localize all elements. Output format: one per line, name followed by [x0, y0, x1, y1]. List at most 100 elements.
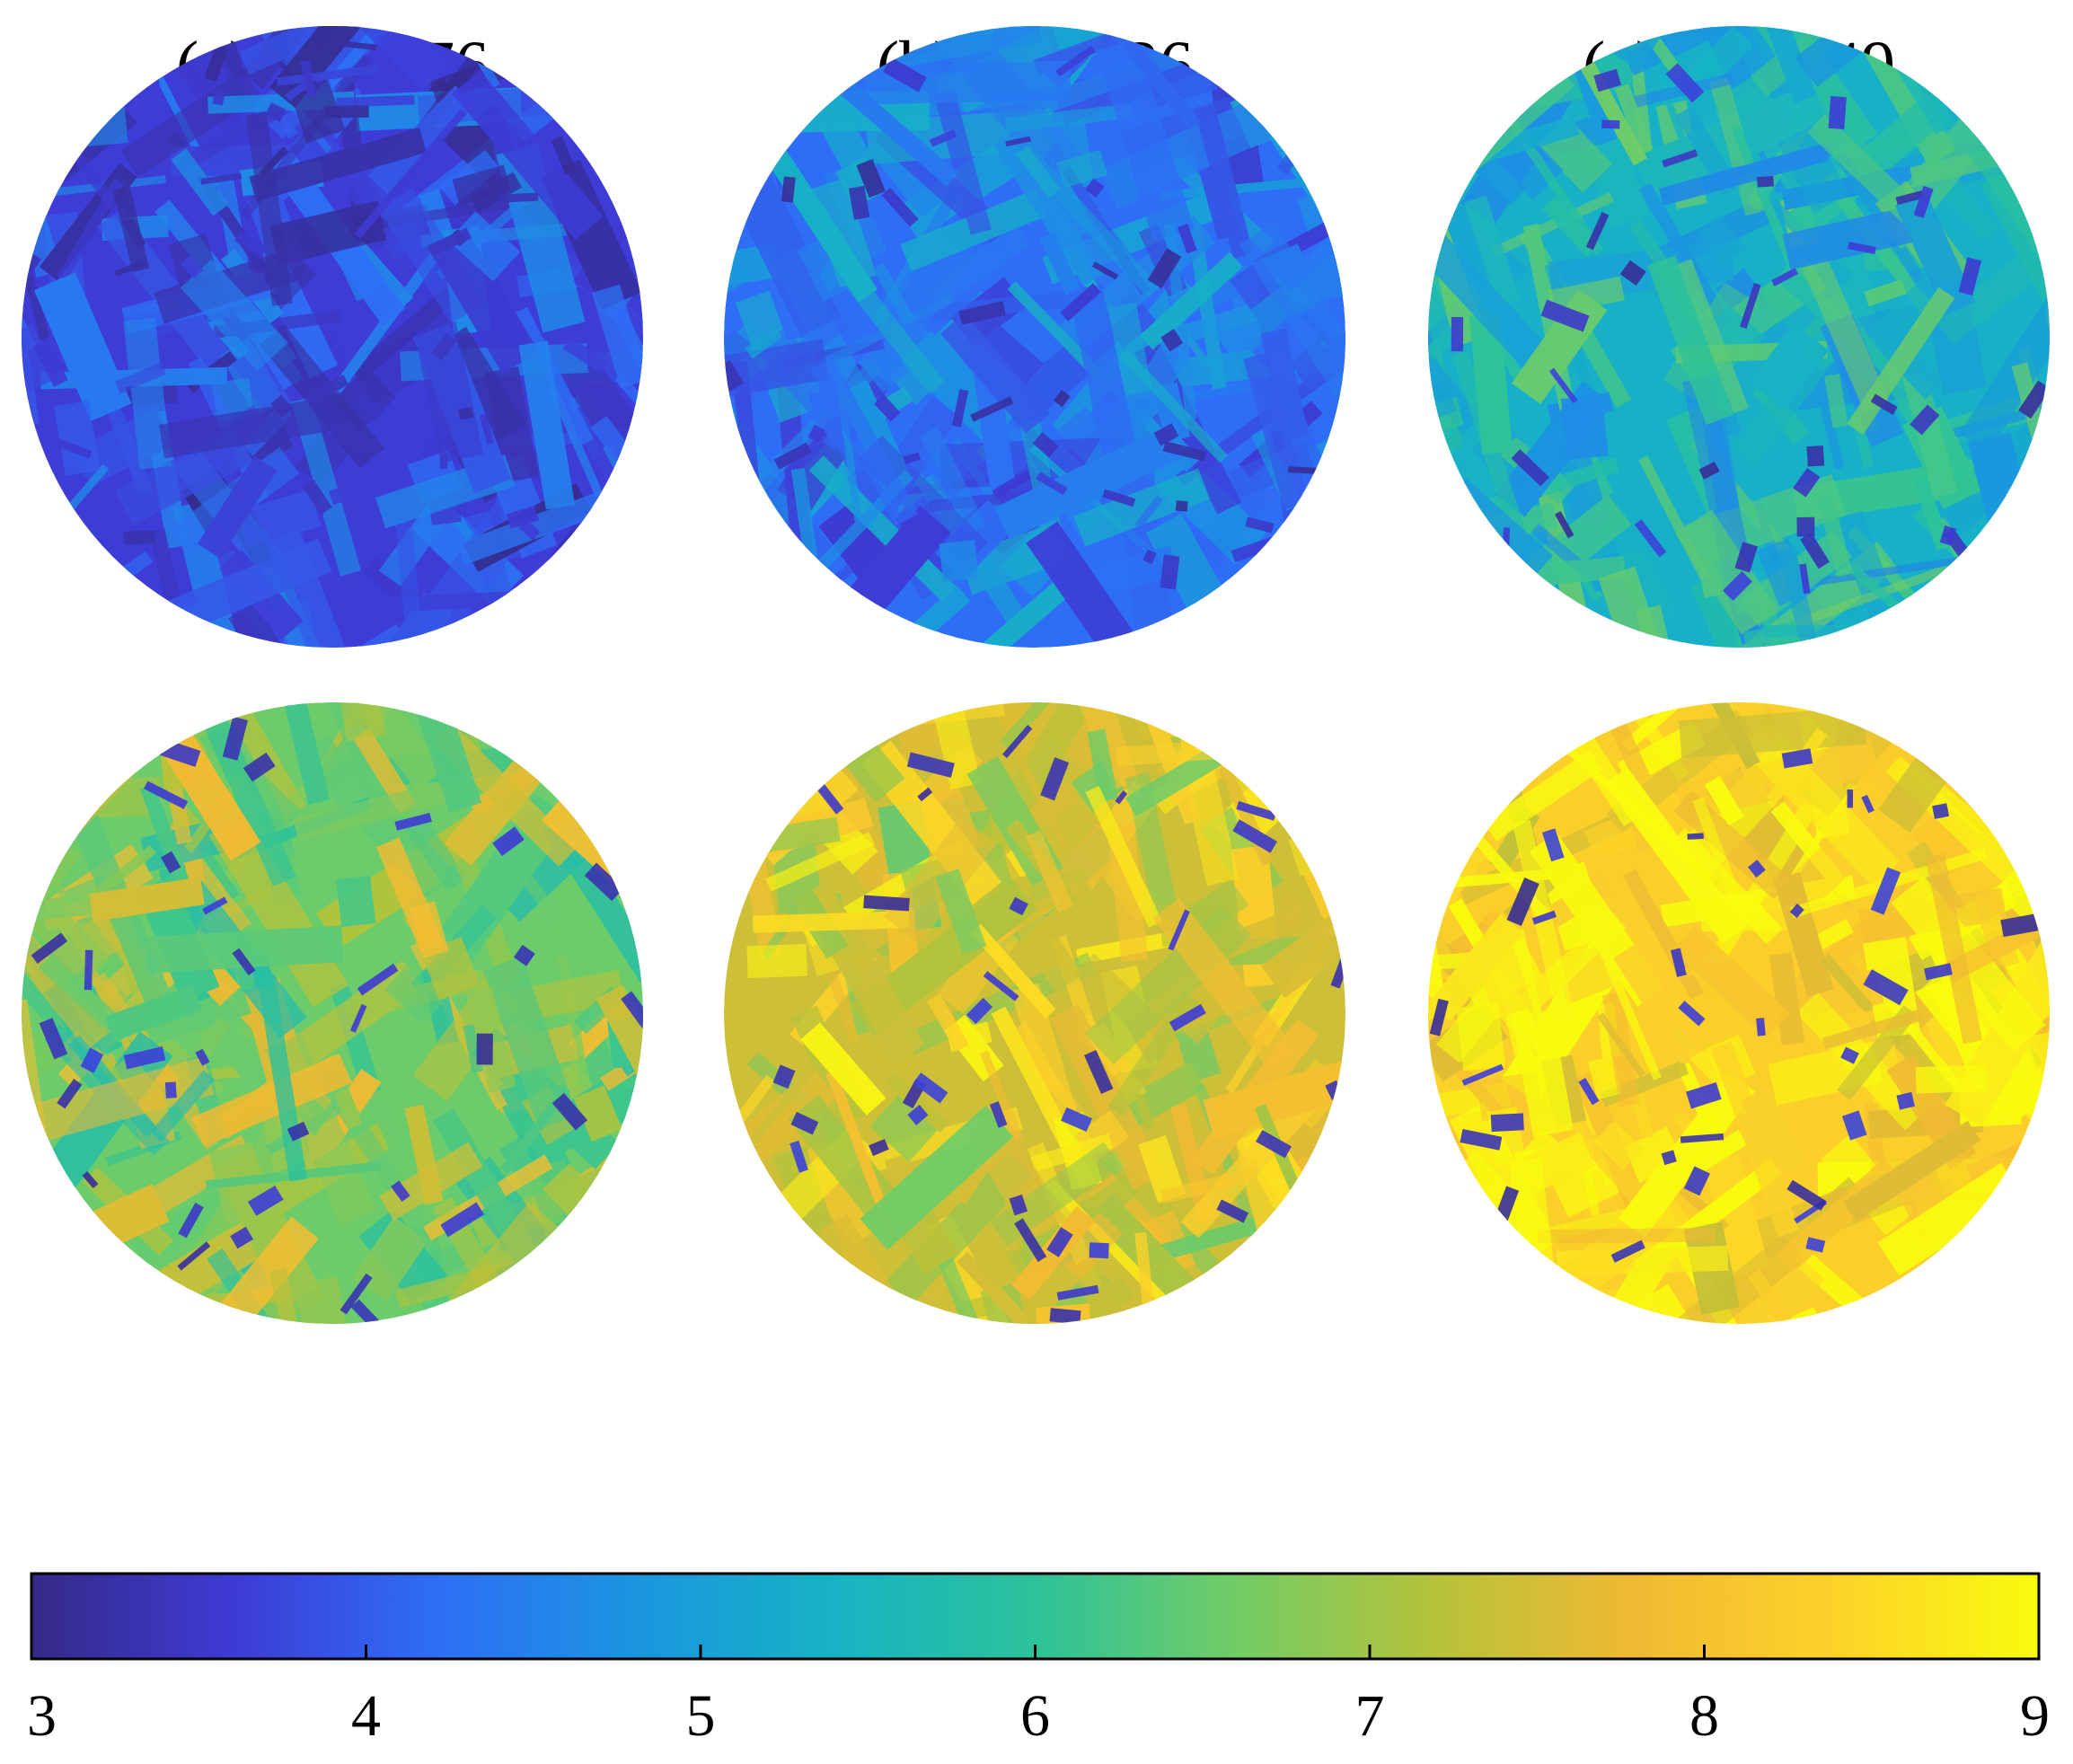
pore-void	[1861, 794, 1875, 814]
fiber-patch	[595, 984, 643, 1089]
fiber-patch	[620, 1038, 643, 1077]
pore-void	[1060, 283, 1101, 322]
ph-map-panel-6	[1428, 702, 2050, 1324]
pore-void	[1781, 748, 1813, 769]
pore-void	[1687, 833, 1704, 840]
pore-void	[329, 485, 350, 506]
fiber-patch	[1843, 1120, 1981, 1222]
pore-void	[1245, 516, 1275, 534]
fiber-patch	[180, 259, 288, 372]
fiber-patch	[1456, 1002, 1506, 1072]
fiber-patch	[1096, 38, 1195, 243]
pore-void	[1619, 260, 1646, 286]
pore-void	[1601, 119, 1620, 129]
fiber-patch	[1633, 1158, 1783, 1277]
fiber-patch	[927, 224, 1031, 308]
fiber-patch	[1915, 1064, 1988, 1094]
pore-void	[1511, 449, 1549, 487]
fiber-patch	[1778, 546, 1833, 648]
pore-void	[1061, 1107, 1092, 1132]
pore-void	[499, 132, 516, 148]
pore-void	[917, 787, 933, 802]
fiber-patch	[1824, 374, 1848, 428]
fiber-patch	[886, 26, 1043, 70]
pore-void	[352, 392, 385, 422]
fiber-patch	[330, 1090, 444, 1253]
pore-void	[1786, 1179, 1827, 1211]
fiber-patch	[724, 232, 751, 298]
fiber-patch	[1588, 1055, 1622, 1100]
fiber-patch	[276, 65, 379, 86]
fiber-patch	[499, 1085, 571, 1175]
fiber-patch	[1483, 750, 1603, 842]
fiber-patch	[1749, 323, 1830, 410]
fiber-patch	[1160, 1167, 1259, 1204]
ph-map-panel-2	[724, 26, 1345, 648]
fiber-patch	[872, 262, 915, 325]
fiber-patch	[1638, 454, 1710, 580]
fiber-patch	[294, 1275, 358, 1324]
pore-void	[304, 375, 349, 406]
pore-void	[1014, 1218, 1047, 1262]
pore-void	[479, 413, 494, 445]
pore-void	[992, 470, 1032, 499]
fiber-patch	[205, 719, 296, 886]
pore-void	[814, 780, 844, 815]
fiber-patch	[1623, 26, 1732, 76]
fiber-patch	[33, 272, 132, 422]
pore-void	[1757, 176, 1774, 188]
pore-void	[1049, 1308, 1081, 1324]
colorbar-tick-label-9: 9	[2020, 1683, 2050, 1749]
fiber-patch	[236, 490, 322, 549]
fiber-patch	[452, 164, 512, 207]
pore-void	[1115, 790, 1128, 805]
fiber-patch	[1073, 468, 1211, 547]
pore-void	[506, 505, 540, 529]
fiber-patch	[810, 357, 919, 526]
pore-void	[856, 158, 886, 198]
pore-void	[1578, 1077, 1600, 1106]
fiber-patch	[105, 984, 203, 1042]
pore-void	[492, 826, 525, 857]
fiber-patch	[384, 967, 444, 1025]
pore-void	[123, 530, 155, 545]
pore-void	[1548, 367, 1578, 404]
fiber-patch	[37, 1056, 215, 1141]
pore-void	[324, 105, 369, 119]
fiber-patch	[1030, 1133, 1114, 1172]
fiber-patch	[1007, 281, 1104, 380]
fiber-patch	[1934, 208, 2050, 345]
fiber-patch	[753, 911, 910, 933]
pore-void	[259, 146, 289, 178]
fiber-patch	[158, 397, 331, 459]
pore-void	[247, 1185, 284, 1216]
fiber-patch	[1704, 775, 1744, 826]
fiber-patch	[1690, 574, 1776, 648]
fiber-patch	[1777, 125, 1849, 214]
fiber-patch	[1087, 728, 1118, 803]
fiber-patch	[1049, 1003, 1163, 1189]
pore-void	[164, 1081, 177, 1098]
fiber-patch	[1463, 195, 1520, 306]
fiber-patch	[1152, 897, 1298, 1072]
fiber-patch	[354, 109, 467, 239]
pore-void	[180, 255, 204, 279]
fiber-patch	[1613, 940, 1708, 1064]
pore-void	[311, 26, 332, 46]
pore-void	[1451, 316, 1464, 352]
fiber-patch	[935, 869, 987, 955]
pore-void	[551, 1092, 588, 1131]
pore-void	[1913, 185, 1934, 218]
fiber-patch	[1288, 836, 1313, 877]
pore-void	[1932, 803, 1950, 819]
fiber-patch	[807, 178, 878, 287]
fiber-patch	[1625, 73, 1734, 110]
fiber-patch	[1134, 1231, 1157, 1324]
pore-void	[790, 1111, 819, 1135]
pore-void	[114, 260, 146, 277]
fiber-patch	[1710, 1041, 1800, 1238]
pore-void	[1162, 441, 1207, 462]
pore-void	[562, 337, 610, 375]
fiber-patch	[269, 1267, 312, 1324]
fiber-patch	[496, 143, 586, 333]
